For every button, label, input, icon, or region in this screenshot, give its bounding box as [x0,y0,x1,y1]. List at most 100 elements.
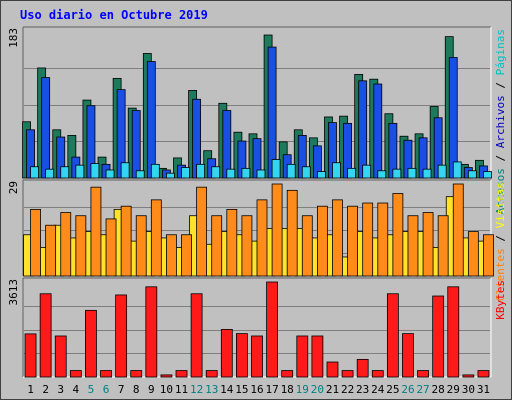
x-tick-label: 7 [118,383,125,396]
bar [175,370,188,378]
bar [236,333,248,378]
bar [447,286,460,378]
bar [392,193,404,277]
bar [362,164,372,179]
x-tick-label: 31 [477,383,490,396]
x-tick-label: 18 [281,383,294,396]
bar [373,83,383,179]
bar [90,186,102,277]
bar [181,234,192,277]
bar [266,281,278,378]
legend-separator: / [494,228,507,248]
axis-max-label: 3613 [7,279,20,306]
bar [196,163,206,179]
x-tick-label: 13 [205,383,218,396]
bar [271,159,281,179]
bar [467,231,479,277]
legend-entry: Páginas [494,29,507,75]
bar [85,309,97,378]
bar [226,208,238,277]
bar [296,335,309,378]
x-tick-label: 28 [432,383,445,396]
bar [145,286,158,378]
series-visitas [23,196,487,277]
bar [39,293,52,378]
x-tick-label: 29 [447,383,460,396]
bar [205,370,218,378]
legend-separator: / [494,75,507,95]
x-tick-label: 1 [27,383,34,396]
series-clientes [30,183,494,277]
x-tick-label: 5 [88,383,95,396]
x-tick-label: 25 [386,383,399,396]
bar [150,163,160,179]
x-tick-label: 26 [401,383,414,396]
bar [437,164,447,179]
bar [241,215,253,277]
bar [407,215,419,277]
x-tick-label: 6 [103,383,110,396]
x-tick-label: 8 [133,383,140,396]
bar [105,218,117,277]
x-tick-label: 20 [311,383,324,396]
bar [41,77,51,179]
bar [60,166,70,179]
bar [120,205,132,277]
x-tick-label: 9 [148,383,155,396]
bar [362,202,374,277]
bar [75,164,85,179]
bar [271,183,283,277]
bar [130,370,143,378]
bar [160,374,173,378]
bar [301,166,311,179]
panel-hits: 183 Accesos / Archivos / Páginas [7,26,507,214]
bar [190,293,203,378]
series-pginas [30,159,492,179]
panel-visits: 29 Clientes / Visitas [7,179,507,301]
side-legend: Accesos / Archivos / Páginas [494,29,507,214]
bar [30,166,39,179]
bar [483,234,494,277]
bar [241,167,251,179]
bar [316,171,326,179]
bar [251,335,263,378]
panel-kbytes: 3613 KBytes [7,277,507,378]
bar [286,189,298,277]
bar [222,110,232,179]
side-legend: KBytes [494,280,507,320]
bar [437,215,449,277]
legend-entry: Visitas [494,182,507,228]
bar [60,212,72,277]
bar [477,370,490,378]
bar [105,169,115,179]
x-tick-label: 19 [296,383,309,396]
bar [100,370,112,378]
bar [45,168,55,179]
bar [347,167,356,179]
bar [448,57,458,179]
bar [211,215,223,277]
bar [146,61,156,179]
bar [181,167,190,179]
bar [386,293,399,378]
bar [45,224,57,277]
x-tick-label: 4 [73,383,80,396]
bar [483,171,492,179]
bar [356,358,369,378]
x-tick-label: 12 [190,383,203,396]
x-tick-label: 17 [265,383,278,396]
bar [462,374,475,378]
bar [54,335,67,378]
bar [166,234,177,277]
series-kbytes [24,281,490,378]
bar [150,199,162,277]
axis-max-label: 183 [7,28,20,48]
bar [115,294,128,378]
bar [347,205,358,277]
bar [407,167,417,179]
bar [196,186,208,277]
bar [432,295,445,378]
series-archivos [26,46,488,179]
bar [358,80,368,179]
bar [256,169,266,179]
